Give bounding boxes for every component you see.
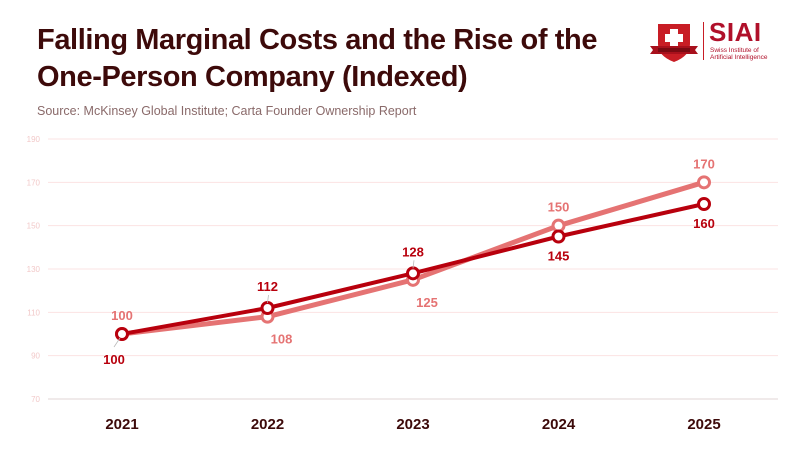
x-tick-label: 2022 (251, 416, 284, 433)
data-label: 100 (111, 308, 133, 323)
data-label: 100 (103, 352, 125, 367)
data-label: 170 (693, 156, 715, 171)
logo-subtitle: Swiss Institute of Artificial Intelligen… (710, 47, 790, 61)
series-lines (115, 175, 711, 341)
shield-cross-icon (650, 24, 698, 62)
data-label: 108 (271, 332, 293, 347)
y-tick-label: 130 (27, 265, 41, 274)
logo-subtitle-line1: Swiss Institute of (710, 47, 759, 54)
data-point (697, 175, 711, 190)
data-label: 160 (693, 216, 715, 231)
data-label: 145 (548, 249, 570, 264)
x-tick-label: 2021 (105, 416, 138, 433)
data-labels: 100 112 128 145 160 100 108 125 150 170 (103, 156, 715, 367)
logo-brand: SIAI (709, 17, 762, 47)
gridlines (48, 138, 778, 400)
y-tick-label: 110 (27, 308, 40, 317)
data-point (551, 229, 566, 244)
data-point (406, 266, 420, 281)
chart-title: Falling Marginal Costs and the Rise of t… (37, 24, 598, 93)
logo-subtitle-line2: Artificial Intelligence (710, 54, 768, 61)
data-point (260, 301, 275, 315)
data-label: 128 (402, 244, 424, 259)
x-tick-label: 2023 (396, 416, 429, 433)
chart-source: Source: McKinsey Global Institute; Carta… (37, 104, 417, 118)
data-point (697, 197, 711, 211)
x-tick-label: 2025 (687, 416, 720, 433)
y-tick-label: 190 (27, 135, 41, 144)
y-tick-label: 150 (27, 222, 41, 231)
data-point (115, 327, 129, 341)
x-axis-ticks: 2021 2022 2023 2024 2025 (105, 416, 720, 433)
y-tick-label: 90 (31, 352, 40, 361)
label-leader (412, 260, 415, 269)
label-leader (113, 337, 121, 348)
data-label: 112 (257, 279, 278, 294)
logo-separator (703, 22, 704, 60)
data-label: 150 (548, 200, 570, 215)
x-tick-label: 2024 (542, 416, 576, 433)
y-tick-label: 70 (31, 395, 40, 404)
y-axis-ticks: 70 90 110 130 150 170 190 (27, 135, 41, 404)
label-leader (267, 294, 269, 304)
siai-logo: SIAI Swiss Institute of Artificial Intel… (648, 17, 790, 64)
data-label: 125 (416, 295, 438, 310)
y-tick-label: 170 (27, 178, 41, 187)
